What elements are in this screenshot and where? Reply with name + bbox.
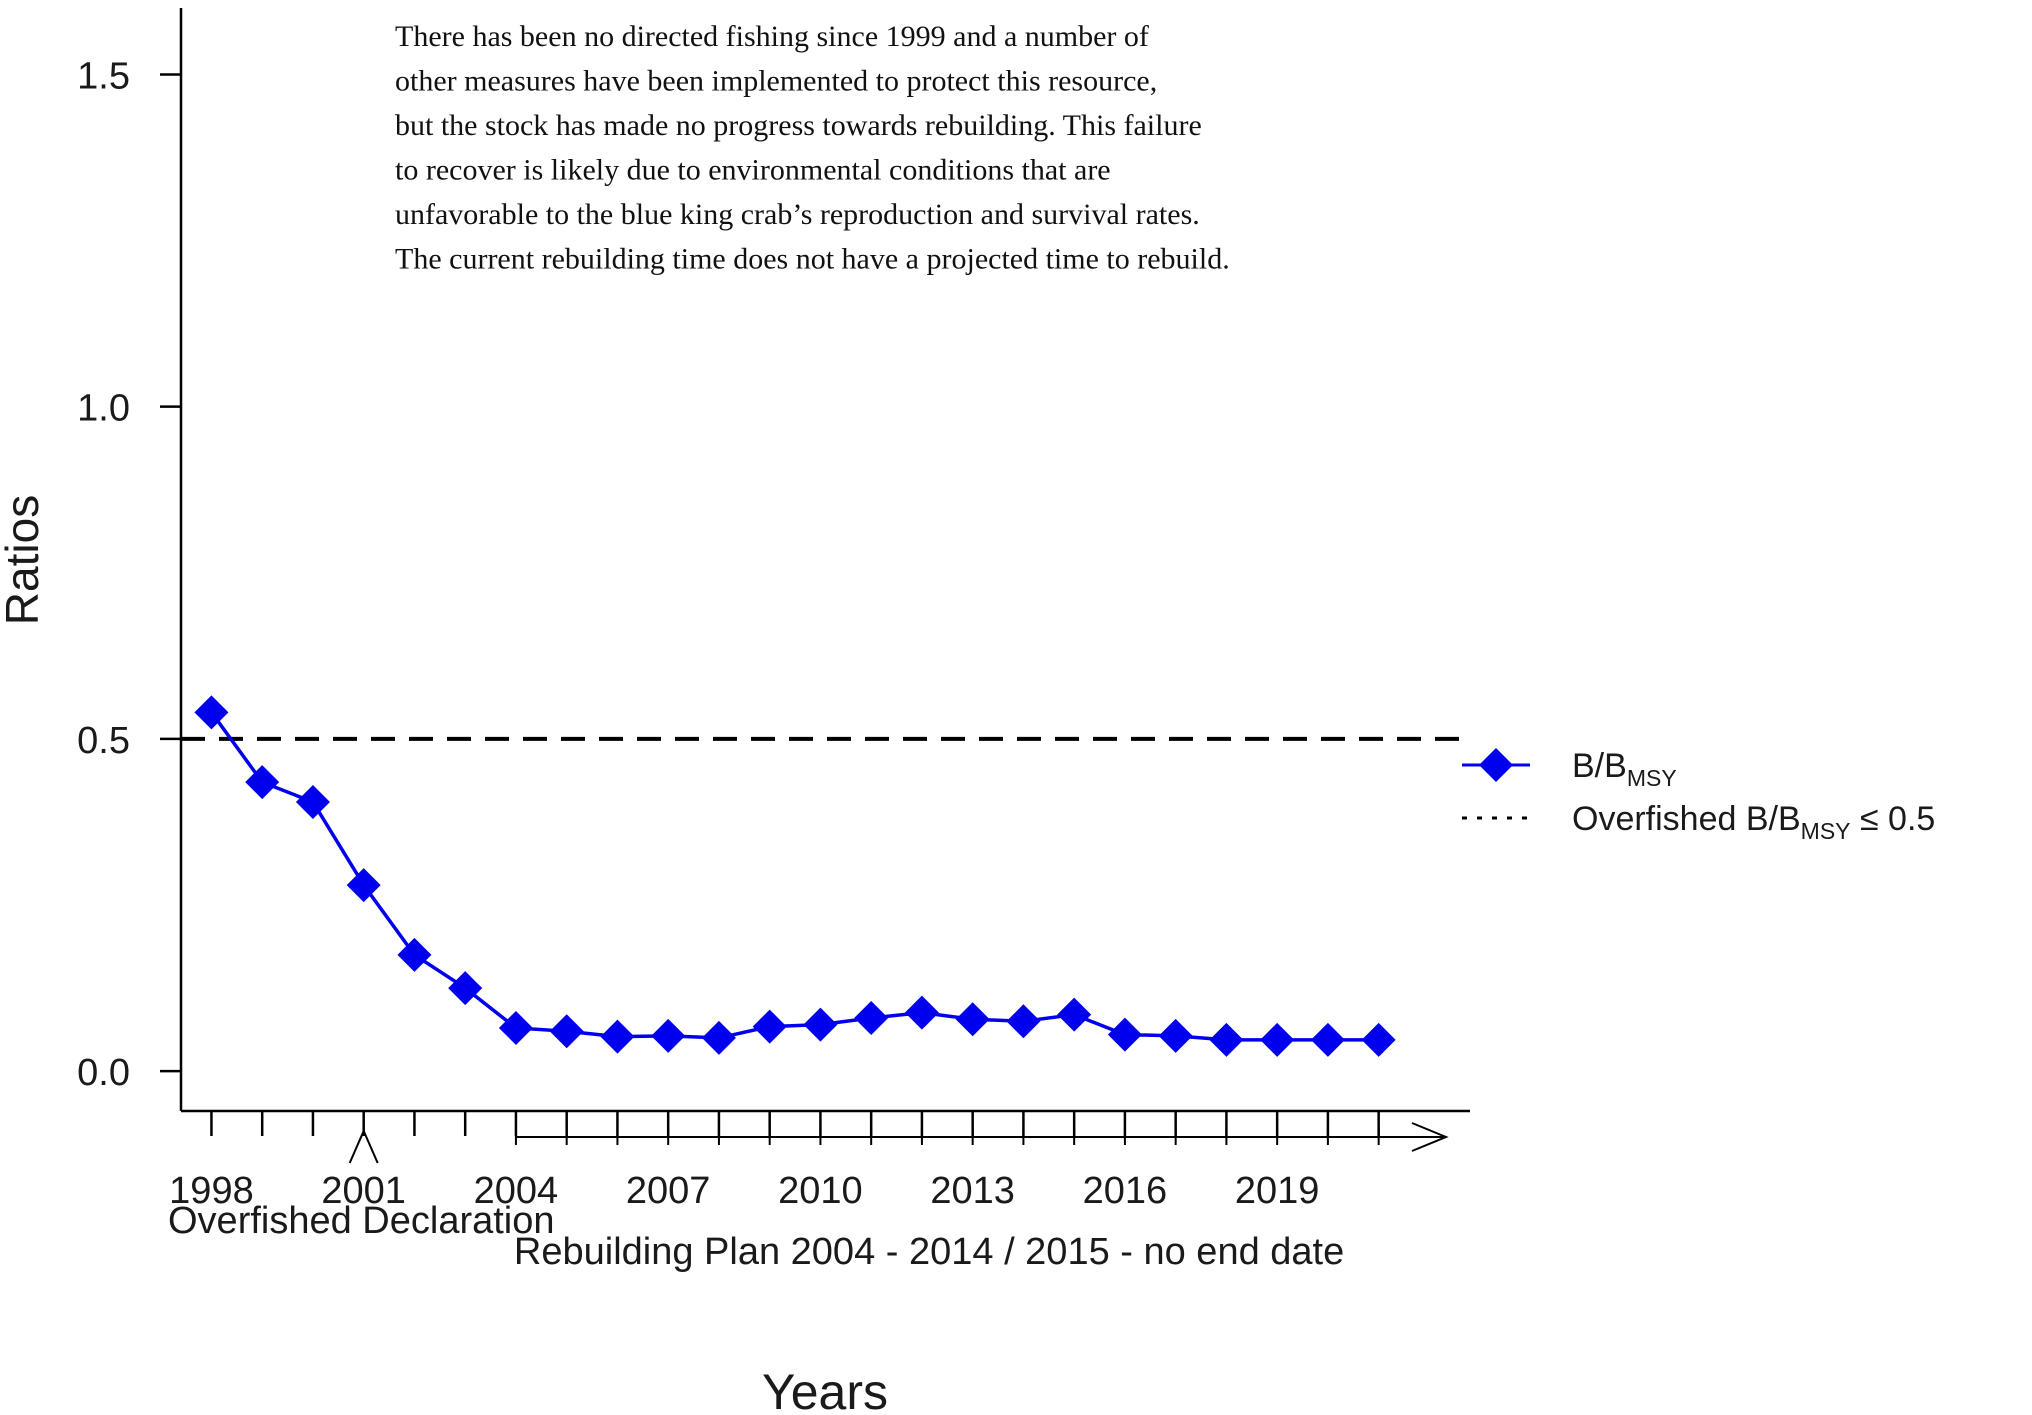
annotation-line: but the stock has made no progress towar… — [395, 109, 1202, 142]
x-tick-label: 2004 — [474, 1170, 559, 1212]
x-tick-label: 2001 — [321, 1170, 406, 1212]
data-point — [955, 1002, 990, 1037]
data-point — [498, 1010, 533, 1045]
data-point — [1057, 997, 1092, 1032]
data-point — [803, 1007, 838, 1042]
legend-threshold-label-main: Overfished B/B — [1572, 800, 1801, 838]
declaration-arrow — [348, 1128, 379, 1164]
data-point — [448, 971, 483, 1006]
legend-series-swatch-marker — [1479, 748, 1513, 782]
data-point — [1209, 1022, 1244, 1057]
y-axis-ticks: 0.0 0.5 1.0 1.5 — [77, 55, 181, 1094]
annotation-line: The current rebuilding time does not hav… — [395, 243, 1230, 276]
annotation-line: There has been no directed fishing since… — [395, 20, 1149, 53]
data-point — [904, 995, 939, 1030]
legend-series-label-main: B/B — [1572, 747, 1627, 785]
data-point — [1107, 1017, 1142, 1052]
data-point — [346, 868, 381, 903]
y-tick-label: 0.5 — [77, 720, 130, 762]
data-point — [1006, 1004, 1041, 1039]
x-tick-label: 2019 — [1235, 1170, 1320, 1212]
data-point — [651, 1018, 686, 1053]
legend-threshold-label-sub: MSY — [1801, 818, 1851, 844]
data-point — [245, 765, 280, 800]
y-tick-label: 1.0 — [77, 388, 130, 430]
data-point — [752, 1009, 787, 1044]
x-tick-label: 2013 — [930, 1170, 1015, 1212]
series-line — [210, 711, 1379, 1042]
x-axis-title: Years — [762, 1364, 888, 1415]
legend: B/BMSY Overfished B/BMSY ≤ 0.5 — [1462, 747, 1935, 844]
data-point — [701, 1020, 736, 1055]
legend-threshold-label: Overfished B/BMSY ≤ 0.5 — [1572, 800, 1935, 844]
series-layer — [194, 695, 1396, 1057]
rebuilding-plan-arrowhead — [1411, 1122, 1449, 1152]
x-tick-label: 2010 — [778, 1170, 863, 1212]
legend-threshold-label-tail: ≤ 0.5 — [1851, 800, 1936, 838]
x-tick-label: 1998 — [169, 1170, 254, 1212]
data-point — [1158, 1018, 1193, 1053]
legend-series-label-sub: MSY — [1627, 765, 1677, 791]
annotation-line: unfavorable to the blue king crab’s repr… — [395, 198, 1200, 231]
data-point — [295, 785, 330, 820]
annotation-text: There has been no directed fishing since… — [395, 20, 1230, 276]
legend-series-label: B/BMSY — [1572, 747, 1677, 791]
data-point — [600, 1019, 635, 1054]
data-point — [1260, 1022, 1295, 1057]
data-point — [194, 695, 229, 730]
y-axis-title: Ratios — [0, 495, 48, 625]
y-tick-label: 1.5 — [77, 55, 130, 97]
declaration-label: Overfished Declaration — [168, 1200, 555, 1242]
annotation-line: to recover is likely due to environmenta… — [395, 154, 1111, 187]
x-tick-label: 2016 — [1083, 1170, 1168, 1212]
rebuilding-plan-label: Rebuilding Plan 2004 - 2014 / 2015 - no … — [514, 1231, 1344, 1273]
data-point — [1361, 1022, 1396, 1057]
data-point — [549, 1014, 584, 1049]
data-point — [397, 937, 432, 972]
data-point — [1310, 1022, 1345, 1057]
y-tick-label: 0.0 — [77, 1052, 130, 1094]
annotation-line: other measures have been implemented to … — [395, 65, 1157, 98]
x-tick-label: 2007 — [626, 1170, 711, 1212]
data-point — [854, 1000, 889, 1035]
